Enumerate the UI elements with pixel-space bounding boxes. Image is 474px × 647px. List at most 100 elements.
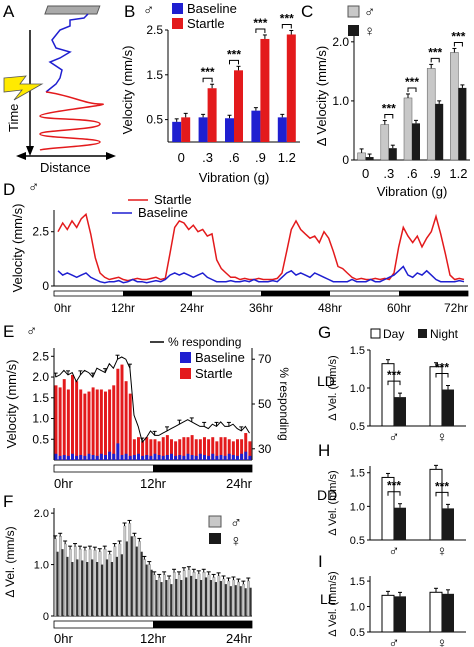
c-legend-male-label: ♂ xyxy=(364,4,375,21)
f-bar-male xyxy=(128,523,132,617)
e-y2label: % responding xyxy=(277,367,291,440)
f-bar-female xyxy=(224,584,227,616)
f-bar-female xyxy=(185,577,188,616)
c-bar-male xyxy=(357,152,366,161)
b-sig-bracket xyxy=(281,23,292,29)
e-bar-startle xyxy=(91,387,95,460)
d-xtick-label: 24hr xyxy=(180,301,204,315)
male-symbol-e: ♂ xyxy=(26,323,37,340)
f-bar-female xyxy=(135,546,138,616)
c-xtick-label: .6 xyxy=(407,166,418,181)
f-bar-male xyxy=(192,572,196,617)
f-bar-male xyxy=(123,525,127,617)
g-sig-stars: *** xyxy=(435,361,449,375)
f-bar-female xyxy=(120,554,123,616)
f-bar-male xyxy=(78,548,82,617)
b-sig-bracket xyxy=(255,28,266,33)
f-bar-female xyxy=(219,581,222,616)
e-bar-startle xyxy=(244,433,248,460)
e-bar-startle xyxy=(211,437,215,460)
b-legend-startle-label: Startle xyxy=(187,16,225,31)
e-ytick-label: 1.0 xyxy=(32,412,49,426)
condition-label-dd: DD xyxy=(317,487,337,503)
f-bar-male xyxy=(59,536,62,617)
e-bar-startle xyxy=(231,441,235,460)
c-xtick-label: .9 xyxy=(430,166,441,181)
b-xtick-label: 0 xyxy=(178,150,185,165)
e-bar-baseline xyxy=(149,455,153,460)
e-bar-startle xyxy=(149,439,153,460)
f-bar-male xyxy=(103,548,107,617)
e-legend-baseline-label: Baseline xyxy=(195,350,245,365)
d-dark-period xyxy=(261,291,330,296)
f-legend-male-swatch xyxy=(208,515,222,528)
e-bar-startle xyxy=(71,374,74,460)
f-xtick-label: 12hr xyxy=(140,631,167,646)
e-bar-startle xyxy=(190,435,194,460)
e-bar-baseline xyxy=(186,453,190,460)
f-bar-male xyxy=(232,579,236,617)
f-bar-male xyxy=(163,574,166,617)
b-ylabel: Velocity (mm/s) xyxy=(120,46,135,135)
condition-label-ll: LL xyxy=(320,591,336,607)
e-bar-startle xyxy=(186,437,190,460)
h-bar-night xyxy=(442,508,454,540)
h-sig-bracket xyxy=(387,491,401,496)
f-bar-female xyxy=(61,549,64,616)
e-bar-startle xyxy=(198,439,202,460)
e-bar-baseline xyxy=(248,455,252,460)
e-bar-startle xyxy=(112,385,116,460)
d-legend-startle-label: Startle xyxy=(154,192,192,207)
e-bar-baseline xyxy=(153,453,157,460)
b-sig-stars: *** xyxy=(227,47,241,61)
g-ytick-label: 0.5 xyxy=(350,421,365,433)
e-bar-baseline xyxy=(145,455,149,460)
e-bar-startle xyxy=(104,391,107,460)
f-bar-female xyxy=(234,585,237,616)
e-bar-baseline xyxy=(211,453,215,460)
e-bar-startle xyxy=(54,385,58,460)
e-bar-baseline xyxy=(54,453,58,460)
e-bar-baseline xyxy=(165,455,169,460)
e-bar-baseline xyxy=(71,453,74,460)
i-xtick-label: ♀ xyxy=(436,635,447,647)
condition-label-ld: LD xyxy=(317,373,335,389)
f-bar-male xyxy=(217,575,221,617)
e-bar-baseline xyxy=(128,455,132,460)
e-ytick-label: 0.5 xyxy=(32,432,49,446)
e-bar-baseline xyxy=(215,455,219,460)
e-bar-baseline xyxy=(83,455,87,460)
e-bar-baseline xyxy=(116,443,120,460)
f-bar-female xyxy=(194,578,198,616)
c-bar-male xyxy=(403,97,413,161)
f-bar-female xyxy=(100,564,104,616)
c-sig-stars: *** xyxy=(405,75,419,89)
g-ytick-label: 1.5 xyxy=(350,345,365,357)
startle-trace xyxy=(39,91,104,151)
f-bar-male xyxy=(69,548,72,617)
f-bar-male xyxy=(227,580,231,617)
d-dark-period xyxy=(123,291,192,296)
f-legend-male-label: ♂ xyxy=(230,515,242,532)
distance-axis-arrow-left xyxy=(16,152,26,160)
chart-e: 0.5 1.0 1.5 2.0 2.5 Velocity (mm/s) 30 50 70 % re… xyxy=(4,335,291,491)
e-bar-baseline xyxy=(104,455,107,460)
g-xtick-label: ♀ xyxy=(436,429,447,446)
e-bar-baseline xyxy=(178,455,182,460)
c-legend-female-label: ♀ xyxy=(364,23,375,40)
i-ytick-label: 1.5 xyxy=(350,576,365,588)
f-bar-female xyxy=(66,556,69,616)
panel-label-e: E xyxy=(3,322,14,341)
e-legend-baseline-swatch xyxy=(180,352,191,363)
e-bar-baseline xyxy=(124,453,128,460)
e-bar-baseline xyxy=(194,455,198,460)
f-bar-female xyxy=(76,559,79,616)
e-ytick-label: 1.5 xyxy=(32,391,49,405)
e-bar-startle xyxy=(203,437,206,460)
e-bar-baseline xyxy=(174,455,178,460)
e-y2tick-label: 30 xyxy=(258,442,272,456)
b-sig-stars: *** xyxy=(201,65,215,79)
e-bar-startle xyxy=(219,437,223,460)
e-bar-baseline xyxy=(108,451,112,460)
